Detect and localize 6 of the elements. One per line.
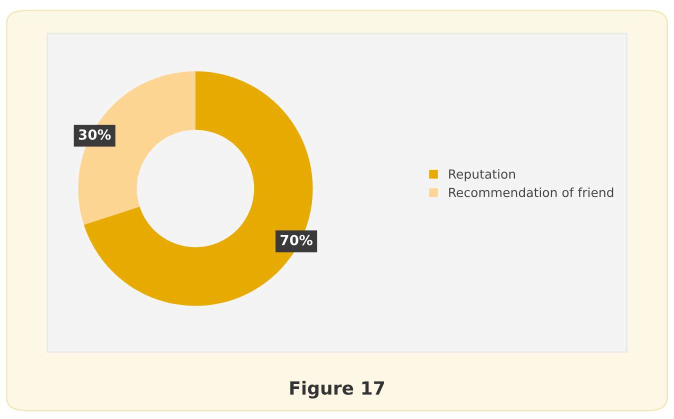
caption: Figure 17 xyxy=(290,380,384,398)
data-label: 30% xyxy=(78,129,111,140)
legend-label: Recommendation of friend xyxy=(449,187,614,198)
data-label: 70% xyxy=(280,234,312,246)
donut-slice xyxy=(78,71,196,225)
legend-label: Reputation xyxy=(449,169,515,182)
